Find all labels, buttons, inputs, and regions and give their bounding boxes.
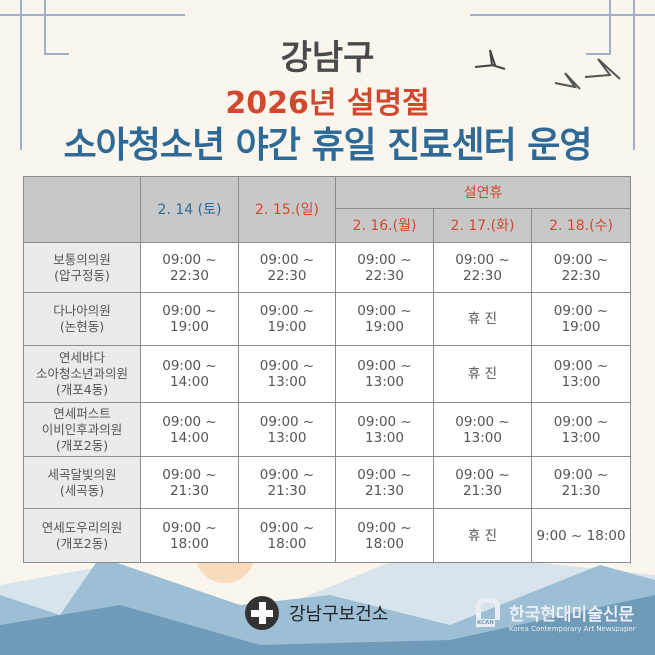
clinic-name: 연세퍼스트 이비인후과의원 (개포2동) [23, 402, 141, 457]
hours-cell: 09:00 ~ 21:30 [530, 456, 632, 509]
title-main: 소아청소년 야간 휴일 진료센터 운영 [63, 125, 593, 166]
hours-cell: 09:00 ~ 21:30 [238, 456, 336, 509]
hours-cell: 09:00 ~ 21:30 [140, 456, 239, 509]
clinic-name: 연세바다 소아청소년과의원 (개포4동) [23, 345, 141, 403]
cranes-illustration [474, 49, 621, 90]
frame-line [0, 14, 185, 16]
header-group: 설연휴 [334, 176, 632, 209]
hours-cell: 09:00 ~ 13:00 [433, 402, 532, 457]
frame-line [20, 0, 22, 150]
hours-cell: 09:00 ~ 13:00 [530, 345, 632, 403]
hours-cell: 09:00 ~ 13:00 [335, 345, 434, 403]
news-name-ko: 한국현대미술신문 [509, 605, 635, 625]
frame-line [633, 0, 635, 150]
hours-cell: 09:00 ~ 22:30 [335, 242, 434, 293]
clinic-name: 연세도우리의원 (개포2동) [23, 508, 141, 563]
hours-cell: 09:00 ~ 19:00 [335, 292, 434, 346]
hours-cell: 09:00 ~ 14:00 [140, 402, 239, 457]
table-row: 보통의의원 (압구정동) 09:00 ~ 22:30 09:00 ~ 22:30 09… [23, 242, 632, 293]
hours-cell: 09:00 ~ 21:30 [433, 456, 532, 509]
header-blank [23, 176, 141, 243]
mountain-background [0, 545, 655, 655]
hours-cell: 09:00 ~ 14:00 [140, 345, 239, 403]
hours-cell: 09:00 ~ 18:00 [140, 508, 239, 563]
hours-cell: 휴 진 [433, 508, 532, 563]
hours-cell: 09:00 ~ 22:30 [238, 242, 336, 293]
table-row: 세곡달빛의원 (세곡동) 09:00 ~ 21:30 09:00 ~ 21:30 09… [23, 456, 632, 509]
table-row: 다나아의원 (논현동) 09:00 ~ 19:00 09:00 ~ 19:00 09:… [23, 292, 632, 346]
hours-cell: 09:00 ~ 22:30 [140, 242, 239, 293]
news-logo: KCAN [476, 598, 506, 628]
table-row: 연세바다 소아청소년과의원 (개포4동) 09:00 ~ 14:00 09:00 ~… [23, 345, 632, 403]
medical-cross-icon [245, 596, 279, 630]
news-logo-mark-icon [476, 598, 500, 620]
header-date: 2. 15.(일) [238, 176, 336, 243]
hours-cell: 09:00 ~ 19:00 [238, 292, 336, 346]
hours-cell: 휴 진 [433, 345, 532, 403]
clinic-name: 다나아의원 (논현동) [23, 292, 141, 346]
clinic-name: 세곡달빛의원 (세곡동) [23, 456, 141, 509]
hours-cell: 09:00 ~ 13:00 [238, 345, 336, 403]
frame-line [470, 14, 655, 16]
hours-cell: 09:00 ~ 22:30 [433, 242, 532, 293]
hours-cell: 09:00 ~ 21:30 [335, 456, 434, 509]
hours-cell: 09:00 ~ 18:00 [335, 508, 434, 563]
header-date: 2. 14 (토) [140, 176, 239, 243]
footer-org: 강남구보건소 [245, 596, 388, 630]
hours-cell: 09:00 ~ 13:00 [238, 402, 336, 457]
news-badge: KCAN [476, 619, 495, 627]
hours-cell: 09:00 ~ 19:00 [530, 292, 632, 346]
clinic-name: 보통의의원 (압구정동) [23, 242, 141, 293]
newspaper-watermark: 한국현대미술신문 Korea Contemporary Art Newspape… [509, 600, 636, 633]
hours-cell: 09:00 ~ 13:00 [335, 402, 434, 457]
header-date: 2. 18.(수) [530, 208, 632, 243]
table-row: 연세퍼스트 이비인후과의원 (개포2동) 09:00 ~ 14:00 09:00 ~… [23, 402, 632, 457]
frame-line [44, 0, 69, 55]
hours-cell: 09:00 ~ 13:00 [530, 402, 632, 457]
title-holiday: 2026년 설명절 [225, 86, 430, 121]
news-name-en: Korea Contemporary Art Newspaper [509, 625, 636, 633]
frame-line [586, 0, 611, 55]
title-district: 강남구 [280, 38, 375, 78]
hours-cell: 09:00 ~ 18:00 [238, 508, 336, 563]
header-date: 2. 17.(화) [433, 208, 532, 243]
header-date: 2. 16.(월) [335, 208, 434, 243]
hours-cell: 09:00 ~ 19:00 [140, 292, 239, 346]
hours-cell: 9:00 ~ 18:00 [530, 508, 632, 563]
table-row: 연세도우리의원 (개포2동) 09:00 ~ 18:00 09:00 ~ 18:00… [23, 508, 632, 563]
schedule-table: 2. 14 (토) 2. 15.(일) 설연휴 2. 16.(월) 2. 17.… [23, 176, 632, 563]
org-name: 강남구보건소 [289, 604, 389, 625]
hours-cell: 09:00 ~ 22:30 [530, 242, 632, 293]
hours-cell: 휴 진 [433, 292, 532, 346]
